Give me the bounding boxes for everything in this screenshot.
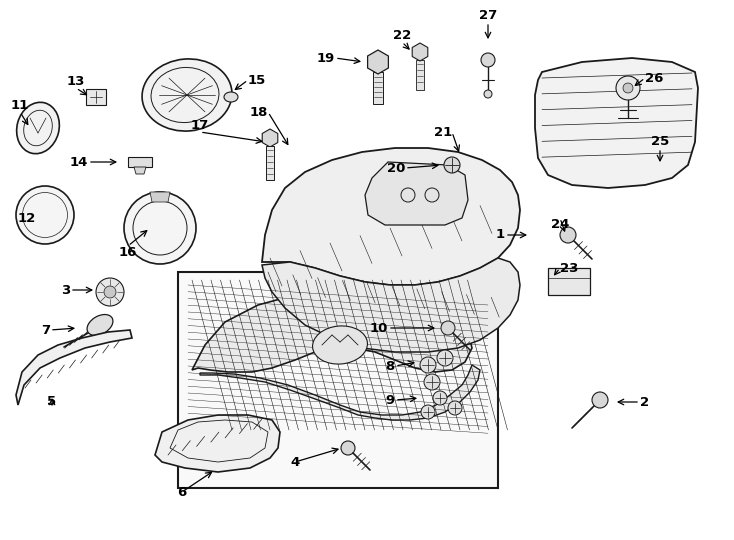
- Text: 18: 18: [250, 105, 268, 118]
- Circle shape: [448, 401, 462, 415]
- Circle shape: [424, 374, 440, 390]
- Polygon shape: [150, 192, 170, 202]
- Polygon shape: [128, 157, 152, 167]
- Text: 13: 13: [67, 75, 85, 88]
- Circle shape: [441, 321, 455, 335]
- Polygon shape: [16, 330, 132, 405]
- Polygon shape: [192, 290, 472, 372]
- Polygon shape: [86, 89, 106, 105]
- Text: 23: 23: [560, 261, 578, 274]
- Polygon shape: [155, 415, 280, 472]
- Polygon shape: [200, 365, 480, 420]
- Polygon shape: [368, 50, 388, 74]
- Polygon shape: [134, 167, 146, 174]
- Ellipse shape: [87, 314, 113, 335]
- Circle shape: [104, 286, 116, 298]
- Text: 24: 24: [550, 218, 569, 231]
- Circle shape: [560, 227, 576, 243]
- Text: 12: 12: [18, 212, 36, 225]
- Circle shape: [623, 83, 633, 93]
- Text: 15: 15: [248, 73, 266, 86]
- Text: 2: 2: [640, 395, 649, 408]
- Text: 17: 17: [191, 119, 209, 132]
- Circle shape: [420, 357, 436, 373]
- Polygon shape: [262, 129, 277, 147]
- Polygon shape: [262, 258, 520, 352]
- Polygon shape: [262, 148, 520, 285]
- Circle shape: [433, 391, 447, 405]
- Text: 9: 9: [386, 394, 395, 407]
- Text: 3: 3: [61, 284, 70, 296]
- Text: 26: 26: [645, 71, 664, 84]
- Ellipse shape: [16, 186, 74, 244]
- Text: 14: 14: [70, 156, 88, 168]
- Text: 16: 16: [119, 246, 137, 259]
- Text: 8: 8: [386, 360, 395, 373]
- Text: 6: 6: [178, 485, 186, 498]
- Circle shape: [616, 76, 640, 100]
- Polygon shape: [413, 43, 428, 61]
- Circle shape: [481, 53, 495, 67]
- Text: 5: 5: [48, 395, 57, 408]
- Ellipse shape: [142, 59, 232, 131]
- Text: 27: 27: [479, 9, 497, 22]
- Ellipse shape: [124, 192, 196, 264]
- Text: 22: 22: [393, 29, 411, 42]
- Polygon shape: [365, 162, 468, 225]
- Circle shape: [444, 157, 460, 173]
- Text: 21: 21: [434, 125, 452, 138]
- Text: 19: 19: [317, 51, 335, 64]
- Circle shape: [96, 278, 124, 306]
- Text: 20: 20: [387, 161, 405, 174]
- Ellipse shape: [313, 326, 368, 364]
- Circle shape: [484, 90, 492, 98]
- Polygon shape: [266, 146, 274, 180]
- Polygon shape: [416, 60, 424, 90]
- Circle shape: [341, 441, 355, 455]
- Text: 1: 1: [496, 228, 505, 241]
- Text: 4: 4: [291, 456, 299, 469]
- Circle shape: [421, 405, 435, 419]
- Text: 11: 11: [11, 99, 29, 112]
- Polygon shape: [373, 72, 383, 104]
- Polygon shape: [535, 58, 698, 188]
- Polygon shape: [548, 268, 590, 295]
- Text: 10: 10: [370, 321, 388, 334]
- Text: 25: 25: [651, 135, 669, 148]
- Polygon shape: [178, 272, 498, 488]
- Ellipse shape: [224, 92, 238, 102]
- Circle shape: [437, 350, 453, 366]
- Circle shape: [592, 392, 608, 408]
- Ellipse shape: [17, 102, 59, 154]
- Text: 7: 7: [41, 323, 50, 336]
